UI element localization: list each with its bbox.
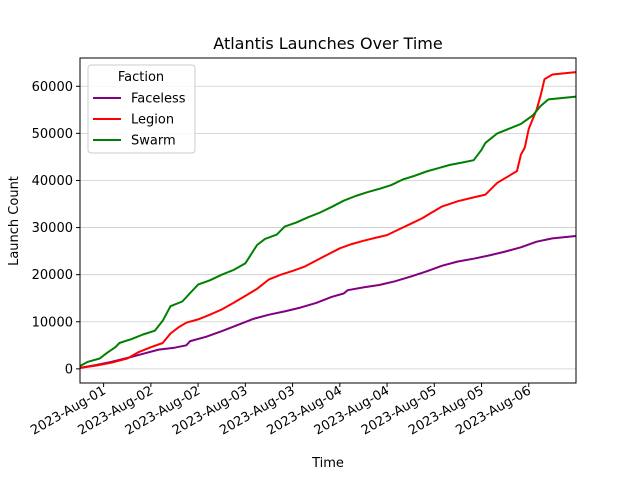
series-lines (79, 71, 577, 369)
plot-frame (79, 57, 577, 384)
legend-label-swarm: Swarm (131, 134, 176, 149)
legend-label-faceless: Faceless (131, 92, 186, 107)
legend-entries: Faceless Legion Swarm (93, 92, 186, 149)
legend: Faction Faceless Legion Swarm (87, 64, 196, 154)
x-axis-title: Time (311, 456, 344, 471)
y-tick-label: 30000 (32, 221, 73, 236)
series-line-swarm (79, 95, 577, 367)
legend-title: Faction (118, 70, 164, 85)
series-line-faceless (79, 235, 577, 369)
y-tick-label: 0 (65, 362, 73, 377)
y-axis-title: Launch Count (7, 176, 22, 266)
series-line-legion (79, 71, 577, 369)
y-tick-label: 10000 (32, 315, 73, 330)
y-tick-label: 20000 (32, 268, 73, 283)
legend-label-legion: Legion (131, 113, 174, 128)
y-axis-ticks: 0 10000 20000 30000 40000 50000 60000 (32, 80, 80, 377)
y-tick-label: 60000 (32, 80, 73, 95)
chart-title: Atlantis Launches Over Time (213, 34, 442, 53)
legend-box (87, 64, 196, 154)
y-tick-label: 50000 (32, 127, 73, 142)
y-tick-label: 40000 (32, 174, 73, 189)
